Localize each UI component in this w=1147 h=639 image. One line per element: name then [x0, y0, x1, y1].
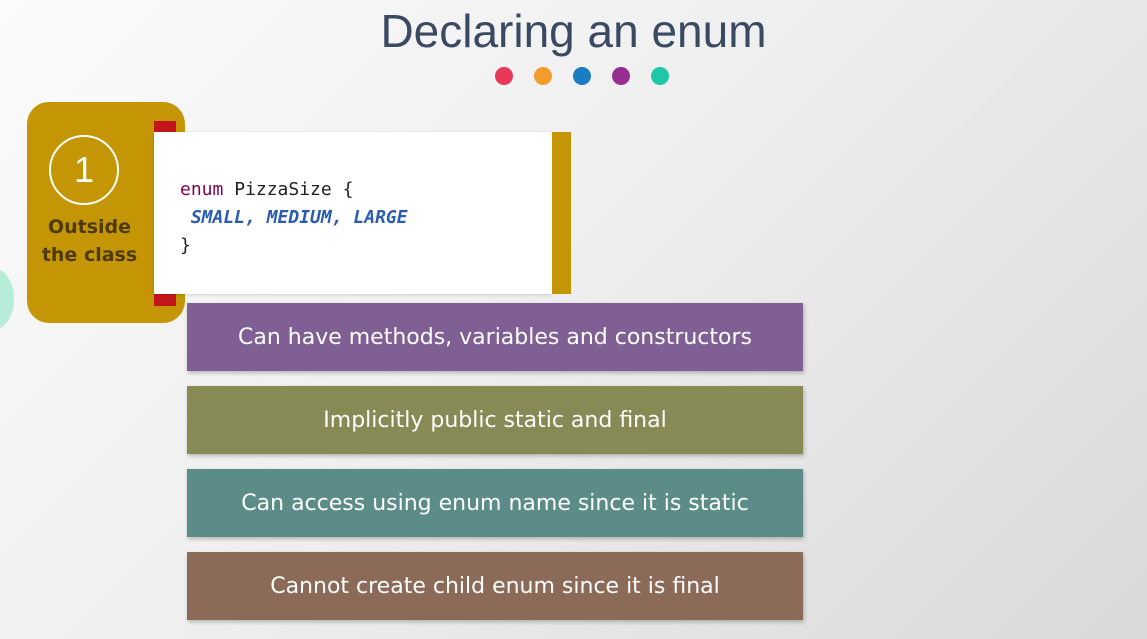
code-block: enum PizzaSize { SMALL, MEDIUM, LARGE }	[180, 176, 408, 260]
step-label-line-1: Outside	[47, 216, 132, 238]
dot-5	[651, 67, 669, 85]
code-card: enum PizzaSize { SMALL, MEDIUM, LARGE }	[154, 132, 552, 294]
code-line-3: }	[180, 235, 191, 256]
accent-bar-top	[154, 121, 176, 135]
point-access-by-name: Can access using enum name since it is s…	[187, 469, 803, 537]
code-enum-name: PizzaSize {	[223, 179, 354, 200]
dot-3	[573, 67, 591, 85]
code-line-2: SMALL, MEDIUM, LARGE	[180, 207, 408, 228]
point-methods: Can have methods, variables and construc…	[187, 303, 803, 371]
dot-1	[495, 67, 513, 85]
decorative-teal-shape	[0, 268, 14, 330]
point-no-child-enum: Cannot create child enum since it is fin…	[187, 552, 803, 620]
dot-4	[612, 67, 630, 85]
step-number: 1	[49, 135, 119, 205]
decorative-dots	[495, 67, 669, 85]
dot-2	[534, 67, 552, 85]
code-card-edge	[552, 132, 571, 294]
point-public-static-final: Implicitly public static and final	[187, 386, 803, 454]
step-label-line-2: the class	[41, 244, 138, 266]
accent-bar-bottom	[154, 292, 176, 306]
slide-title: Declaring an enum	[380, 5, 767, 57]
step-label: Outside the class	[32, 213, 147, 269]
code-keyword: enum	[180, 179, 224, 200]
code-line-1: enum PizzaSize {	[180, 176, 408, 204]
